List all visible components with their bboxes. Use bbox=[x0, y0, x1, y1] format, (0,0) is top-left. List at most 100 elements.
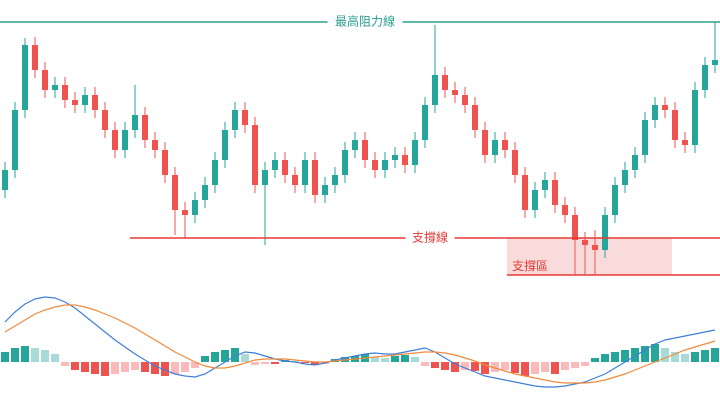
candle-body bbox=[352, 140, 358, 150]
histogram-bar bbox=[521, 362, 529, 376]
macd-line bbox=[4, 296, 716, 388]
candle-body bbox=[62, 85, 68, 100]
histogram-bar bbox=[461, 362, 469, 370]
candle-body bbox=[502, 140, 508, 150]
histogram-bar bbox=[481, 362, 489, 374]
candle-body bbox=[12, 110, 18, 170]
candle-body bbox=[652, 105, 658, 120]
candle-body bbox=[642, 120, 648, 155]
candle-body bbox=[402, 155, 408, 165]
candle-body bbox=[632, 155, 638, 170]
histogram-bar bbox=[311, 362, 319, 365]
candle-body bbox=[232, 110, 238, 130]
histogram-bar bbox=[401, 355, 409, 362]
histogram-bar bbox=[621, 350, 629, 362]
macd-line bbox=[4, 304, 716, 384]
candle-body bbox=[182, 210, 188, 215]
histogram-bar bbox=[641, 346, 649, 362]
histogram-bar bbox=[121, 362, 129, 372]
histogram-bar bbox=[451, 362, 459, 372]
candle-body bbox=[132, 115, 138, 130]
candle-body bbox=[522, 175, 528, 210]
histogram-bar bbox=[261, 362, 269, 364]
candle-body bbox=[472, 105, 478, 130]
candle-body bbox=[492, 140, 498, 155]
candle-body bbox=[532, 190, 538, 210]
histogram-bar bbox=[631, 348, 639, 362]
candle-body bbox=[2, 170, 8, 190]
candle-body bbox=[552, 180, 558, 205]
histogram-bar bbox=[41, 350, 49, 362]
histogram-bar bbox=[91, 362, 99, 374]
candle-body bbox=[572, 215, 578, 240]
candle-body bbox=[482, 130, 488, 155]
candle-body bbox=[512, 150, 518, 175]
histogram-bar bbox=[611, 352, 619, 362]
histogram-bar bbox=[491, 362, 499, 372]
candle-body bbox=[602, 215, 608, 250]
histogram-bar bbox=[431, 362, 439, 368]
candle-body bbox=[42, 70, 48, 90]
histogram-bar bbox=[561, 362, 569, 370]
histogram-bar bbox=[211, 352, 219, 362]
histogram-bar bbox=[221, 350, 229, 362]
histogram-bar bbox=[421, 362, 429, 366]
histogram-bar bbox=[711, 348, 719, 362]
candle-body bbox=[682, 140, 688, 145]
candle-body bbox=[622, 170, 628, 185]
candle-body bbox=[392, 155, 398, 160]
label-bg bbox=[327, 13, 403, 31]
histogram-bar bbox=[181, 362, 189, 372]
histogram-bar bbox=[531, 362, 539, 374]
histogram-bar bbox=[231, 348, 239, 362]
candle-body bbox=[292, 175, 298, 185]
level-label: 支撐線 bbox=[412, 230, 448, 245]
histogram-bar bbox=[591, 358, 599, 362]
candle-body bbox=[562, 205, 568, 215]
candle-body bbox=[312, 160, 318, 195]
histogram-bar bbox=[51, 354, 59, 362]
candle-body bbox=[322, 185, 328, 195]
histogram-bar bbox=[71, 362, 79, 370]
candle-body bbox=[372, 160, 378, 170]
candle-body bbox=[202, 185, 208, 200]
histogram-bar bbox=[101, 362, 109, 376]
candle-body bbox=[692, 90, 698, 145]
histogram-bar bbox=[601, 354, 609, 362]
histogram-bar bbox=[11, 348, 19, 362]
candle-body bbox=[242, 110, 248, 125]
candle-body bbox=[282, 160, 288, 175]
histogram-bar bbox=[31, 348, 39, 362]
label-bg bbox=[405, 229, 455, 247]
histogram-bar bbox=[501, 362, 509, 370]
candle-body bbox=[192, 200, 198, 215]
candle-body bbox=[252, 125, 258, 185]
candle-body bbox=[362, 140, 368, 160]
histogram-bar bbox=[131, 362, 139, 370]
level-label: 最高阻力線 bbox=[335, 14, 395, 29]
candle-body bbox=[112, 130, 118, 150]
candle-body bbox=[592, 245, 598, 250]
candle-body bbox=[102, 110, 108, 130]
candle-body bbox=[172, 175, 178, 210]
histogram-bar bbox=[411, 357, 419, 362]
candle-body bbox=[432, 75, 438, 105]
histogram-bar bbox=[81, 362, 89, 372]
candle-body bbox=[302, 160, 308, 185]
histogram-bar bbox=[691, 352, 699, 362]
candle-body bbox=[382, 160, 388, 170]
candle-body bbox=[332, 175, 338, 185]
candle-body bbox=[712, 60, 718, 65]
support-zone bbox=[507, 238, 672, 275]
histogram-bar bbox=[111, 362, 119, 374]
histogram-bar bbox=[301, 362, 309, 363]
candle-body bbox=[212, 160, 218, 185]
histogram-bar bbox=[251, 362, 259, 365]
histogram-bar bbox=[701, 350, 709, 362]
candle-body bbox=[142, 115, 148, 140]
candle-body bbox=[262, 170, 268, 185]
histogram-bar bbox=[271, 362, 279, 364]
histogram-bar bbox=[141, 362, 149, 372]
histogram-bar bbox=[61, 362, 69, 366]
